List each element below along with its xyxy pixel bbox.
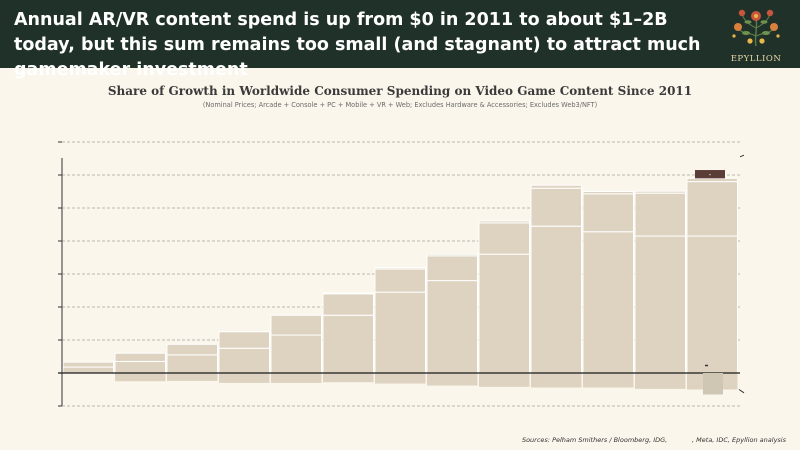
bar-segment-2016-3 [322, 292, 374, 295]
bar-segment-2016-1 [322, 314, 374, 374]
bar-negative-segment-2015 [271, 373, 322, 383]
negative-highlight-bar [703, 373, 723, 395]
bar-negative-segment-2012 [115, 373, 166, 382]
bar-segment-2018-2 [426, 255, 478, 282]
bar-segment-2020-3 [530, 184, 582, 189]
bar-segment-2013-1 [166, 354, 218, 374]
vr-small-mark [705, 364, 708, 367]
bar-segment-2021-1 [582, 231, 634, 374]
bar-segment-2020-1 [530, 225, 582, 374]
headline: Annual AR/VR content spend is up from $0… [14, 10, 701, 80]
bar-negative-segment-2021 [583, 373, 634, 388]
bar-segment-2018-1 [426, 280, 478, 374]
vr-share-highlight [695, 170, 725, 179]
bar-segment-2020-2 [530, 187, 582, 227]
leader-tick-top [739, 154, 745, 158]
bar-segment-2018-3 [426, 253, 478, 257]
epyllion-logo: EPYLLION [726, 6, 786, 64]
bar-segment-2014-2 [218, 331, 270, 349]
bar-segment-2023-2 [686, 181, 738, 237]
bar-negative-segment-2017 [375, 373, 426, 384]
bar-segment-2019-2 [478, 222, 530, 255]
bar-segment-2023-3 [686, 177, 738, 183]
bar-negative-segment-2019 [479, 373, 530, 387]
bar-segment-2022-1 [634, 235, 686, 374]
bar-segment-2023-1 [686, 235, 738, 374]
bar-negative-segment-2013 [167, 373, 218, 381]
vr-highlight-label: - [709, 171, 712, 179]
sources-footnote: Sources: Pelham Smithers / Bloomberg, ID… [521, 436, 786, 444]
bar-negative-segment-2016 [323, 373, 374, 383]
bar-segment-2017-3 [374, 267, 426, 270]
chart-title: Share of Growth in Worldwide Consumer Sp… [107, 84, 693, 98]
bar-negative-segment-2022 [635, 373, 686, 389]
bar-segment-2017-2 [374, 268, 426, 293]
bar-segment-2021-2 [582, 193, 634, 233]
bar-segment-2013-2 [166, 343, 218, 356]
bar-negative-segment-2014 [219, 373, 270, 383]
chart-subtitle: (Nominal Prices; Arcade + Console + PC +… [202, 101, 598, 109]
bar-segment-2015-2 [270, 314, 322, 336]
bar-segment-2014-1 [218, 347, 270, 374]
bar-segment-2011-1 [62, 366, 114, 374]
leader-tick-bottom [738, 389, 745, 394]
bar-segment-2016-2 [322, 293, 374, 316]
bar-segment-2017-1 [374, 291, 426, 374]
bar-segment-2012-2 [114, 352, 166, 362]
bar-segment-2021-3 [582, 191, 634, 195]
logo-wordmark: EPYLLION [730, 54, 782, 64]
bar-segment-2022-3 [634, 190, 686, 194]
bar-segment-2022-2 [634, 192, 686, 237]
bar-segment-2019-1 [478, 253, 530, 374]
bar-segment-2015-1 [270, 334, 322, 374]
bar-segment-2012-1 [114, 360, 166, 374]
bar-segment-2019-3 [478, 220, 530, 224]
floral-emblem-icon [732, 9, 780, 47]
bar-negative-segment-2018 [427, 373, 478, 386]
header-banner: Annual AR/VR content spend is up from $0… [0, 0, 800, 80]
bar-negative-segment-2020 [531, 373, 582, 388]
bar-segment-2011-2 [62, 361, 114, 368]
